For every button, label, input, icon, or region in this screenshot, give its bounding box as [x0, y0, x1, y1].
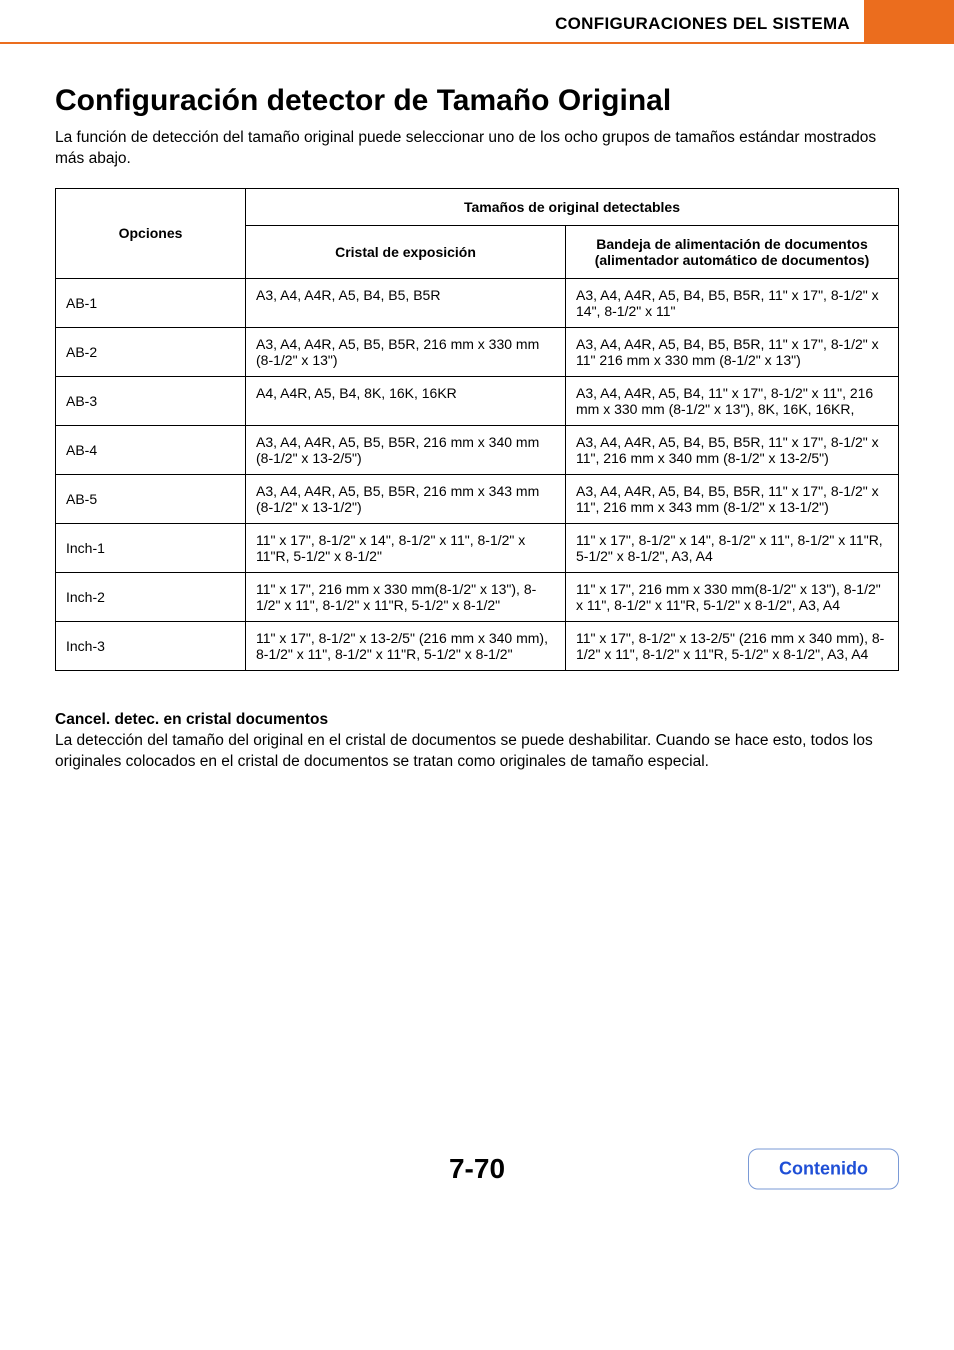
cell-glass: A3, A4, A4R, A5, B5, B5R, 216 mm x 330 m…	[246, 327, 566, 376]
col-header-glass: Cristal de exposición	[246, 225, 566, 278]
cell-glass: A3, A4, A4R, A5, B5, B5R, 216 mm x 343 m…	[246, 474, 566, 523]
subsection-text: La detección del tamaño del original en …	[55, 731, 899, 773]
cell-glass: A4, A4R, A5, B4, 8K, 16K, 16KR	[246, 376, 566, 425]
contents-button[interactable]: Contenido	[748, 1148, 899, 1189]
table-row: AB-1 A3, A4, A4R, A5, B4, B5, B5R A3, A4…	[56, 278, 899, 327]
table-row: Inch-3 11" x 17", 8-1/2" x 13-2/5" (216 …	[56, 621, 899, 670]
page-title: Configuración detector de Tamaño Origina…	[55, 84, 899, 118]
section-title: CONFIGURACIONES DEL SISTEMA	[555, 0, 864, 42]
page: CONFIGURACIONES DEL SISTEMA Configuració…	[0, 0, 954, 1225]
content-area: Configuración detector de Tamaño Origina…	[0, 84, 954, 773]
table-row: AB-2 A3, A4, A4R, A5, B5, B5R, 216 mm x …	[56, 327, 899, 376]
table-row: Inch-1 11" x 17", 8-1/2" x 14", 8-1/2" x…	[56, 523, 899, 572]
page-number: 7-70	[449, 1153, 505, 1184]
cell-option: Inch-3	[56, 621, 246, 670]
cell-option: AB-2	[56, 327, 246, 376]
table-row: AB-3 A4, A4R, A5, B4, 8K, 16K, 16KR A3, …	[56, 376, 899, 425]
cell-feeder: 11" x 17", 8-1/2" x 13-2/5" (216 mm x 34…	[566, 621, 899, 670]
cell-glass: 11" x 17", 8-1/2" x 13-2/5" (216 mm x 34…	[246, 621, 566, 670]
col-header-detectable: Tamaños de original detectables	[246, 188, 899, 225]
cell-option: AB-4	[56, 425, 246, 474]
page-footer: 7-70 Contenido	[0, 1153, 954, 1185]
cell-option: Inch-2	[56, 572, 246, 621]
cell-feeder: A3, A4, A4R, A5, B4, B5, B5R, 11" x 17",…	[566, 425, 899, 474]
col-header-feeder: Bandeja de alimentación de documentos (a…	[566, 225, 899, 278]
subsection-title: Cancel. detec. en cristal documentos	[55, 711, 899, 729]
cell-feeder: A3, A4, A4R, A5, B4, B5, B5R, 11" x 17",…	[566, 474, 899, 523]
intro-paragraph: La función de detección del tamaño origi…	[55, 128, 899, 170]
cell-option: AB-5	[56, 474, 246, 523]
cell-feeder: 11" x 17", 216 mm x 330 mm(8-1/2" x 13")…	[566, 572, 899, 621]
header-bar: CONFIGURACIONES DEL SISTEMA	[0, 0, 954, 44]
table-row: AB-4 A3, A4, A4R, A5, B5, B5R, 216 mm x …	[56, 425, 899, 474]
cell-feeder: A3, A4, A4R, A5, B4, B5, B5R, 11" x 17",…	[566, 278, 899, 327]
table-row: AB-5 A3, A4, A4R, A5, B5, B5R, 216 mm x …	[56, 474, 899, 523]
size-detection-table: Opciones Tamaños de original detectables…	[55, 188, 899, 671]
cell-glass: 11" x 17", 216 mm x 330 mm(8-1/2" x 13")…	[246, 572, 566, 621]
table-row: Inch-2 11" x 17", 216 mm x 330 mm(8-1/2"…	[56, 572, 899, 621]
header-accent-block	[864, 0, 954, 42]
cell-glass: 11" x 17", 8-1/2" x 14", 8-1/2" x 11", 8…	[246, 523, 566, 572]
cell-option: Inch-1	[56, 523, 246, 572]
cell-glass: A3, A4, A4R, A5, B4, B5, B5R	[246, 278, 566, 327]
cell-option: AB-1	[56, 278, 246, 327]
cell-option: AB-3	[56, 376, 246, 425]
cell-feeder: A3, A4, A4R, A5, B4, B5, B5R, 11" x 17",…	[566, 327, 899, 376]
cell-feeder: A3, A4, A4R, A5, B4, 11" x 17", 8-1/2" x…	[566, 376, 899, 425]
col-header-options: Opciones	[56, 188, 246, 278]
cell-feeder: 11" x 17", 8-1/2" x 14", 8-1/2" x 11", 8…	[566, 523, 899, 572]
header-spacer	[0, 0, 555, 42]
cell-glass: A3, A4, A4R, A5, B5, B5R, 216 mm x 340 m…	[246, 425, 566, 474]
